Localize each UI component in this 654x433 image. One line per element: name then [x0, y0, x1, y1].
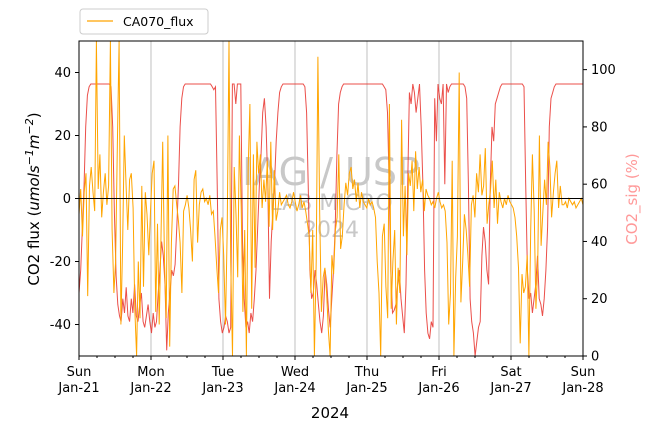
legend: CA070_flux — [79, 8, 209, 35]
right-y-tick-label: 100 — [591, 63, 616, 78]
x-tick-label-day: Sun — [571, 365, 596, 380]
watermark-line-3: 2024 — [303, 218, 359, 243]
left-y-title-text: CO2 flux ( — [25, 211, 43, 286]
x-tick-label-date: Jan-22 — [129, 381, 171, 396]
right-y-tick-label: 0 — [591, 350, 599, 365]
x-tick-label-day: Sat — [500, 365, 521, 380]
x-tick-label-date: Jan-23 — [201, 381, 243, 396]
left-y-tick-label: 0 — [63, 192, 71, 207]
left-y-title-exp1: −1 — [23, 149, 36, 165]
x-tick-label-date: Jan-26 — [417, 381, 459, 396]
left-y-axis: -40 -20 0 20 40 — [50, 66, 79, 333]
left-y-tick-label: -40 — [50, 318, 71, 333]
x-tick-label-date: Jan-21 — [57, 381, 99, 396]
left-y-title-unit2: m — [25, 134, 43, 149]
right-y-tick-label: 80 — [591, 120, 608, 135]
x-tick-label-date: Jan-28 — [561, 381, 603, 396]
series-line-ca070-flux — [79, 41, 583, 356]
legend-box — [79, 8, 209, 35]
left-y-title-unit: umols — [25, 165, 43, 210]
x-tick-label-day: Wed — [281, 365, 309, 380]
x-tick-label-date: Jan-27 — [489, 381, 531, 396]
x-tick-label-date: Jan-24 — [273, 381, 315, 396]
watermark-line-1: IAG / USP — [242, 150, 420, 194]
left-y-tick-label: 40 — [54, 66, 71, 81]
x-tick-label-date: Jan-25 — [345, 381, 387, 396]
x-tick-label-day: Thu — [354, 365, 379, 380]
x-tick-label-day: Sun — [67, 365, 92, 380]
x-tick-label-day: Fri — [431, 365, 447, 380]
x-axis-title: 2024 — [311, 404, 349, 422]
right-y-tick-label: 40 — [591, 235, 608, 250]
right-y-tick-label: 60 — [591, 178, 608, 193]
right-y-axis: 0 20 40 60 80 100 — [583, 63, 616, 365]
right-y-tick-label: 20 — [591, 292, 608, 307]
left-y-tick-label: -20 — [50, 255, 71, 270]
x-tick-label-day: Tue — [211, 365, 234, 380]
x-tick-label-day: Mon — [137, 365, 164, 380]
left-y-axis-title: CO2 flux (umols−1m−2) — [23, 112, 43, 285]
right-y-axis-title: CO2_sig (%) — [623, 153, 642, 245]
legend-label: CA070_flux — [123, 14, 194, 29]
plot-area: IAG / USP LAB MICRO 2024 — [78, 40, 584, 357]
left-y-title-exp2: −2 — [23, 118, 36, 134]
left-y-tick-label: 20 — [54, 129, 71, 144]
left-y-title-close: ) — [25, 112, 43, 118]
x-axis: SunJan-21MonJan-22TueJan-23WedJan-24ThuJ… — [57, 356, 604, 396]
